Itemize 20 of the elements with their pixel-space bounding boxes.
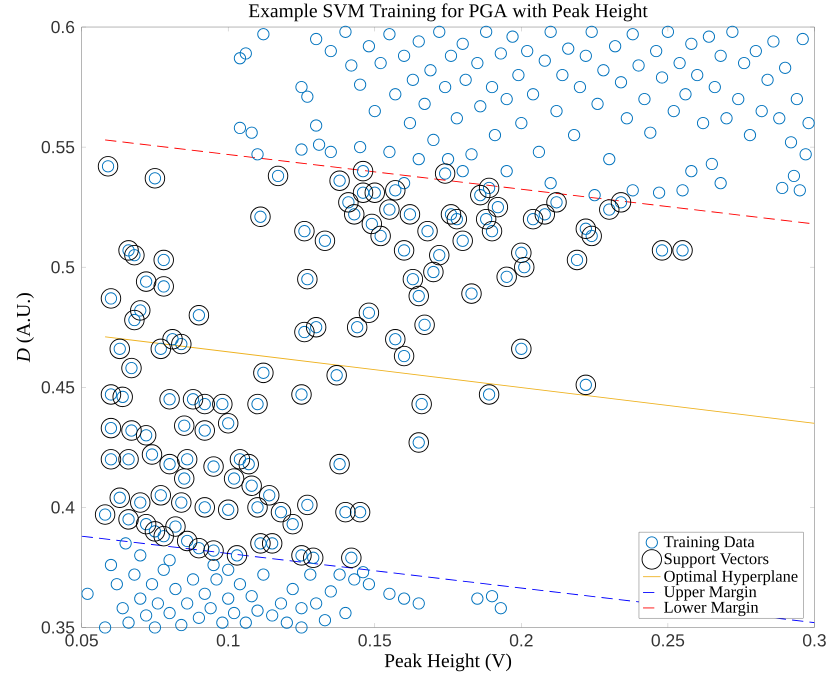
legend-label: Lower Margin <box>664 602 758 616</box>
y-axis-title: D (A.U.) <box>16 293 34 363</box>
y-tick-label: 0.55 <box>42 141 74 154</box>
x-tick-label: 0.3 <box>803 634 826 647</box>
chart-title: Example SVM Training for PGA with Peak Height <box>248 4 648 22</box>
y-tick-label: 0.4 <box>51 501 74 514</box>
legend-label: Optimal Hyperplane <box>664 570 798 586</box>
y-tick-label: 0.5 <box>51 261 74 274</box>
x-tick-label: 0.05 <box>65 634 98 647</box>
x-axis-title: Peak Height (V) <box>384 654 512 672</box>
x-tick-label: 0.2 <box>510 634 533 647</box>
y-tick-label: 0.35 <box>42 621 74 634</box>
x-tick-label: 0.25 <box>652 634 684 647</box>
legend-label: Training Data <box>664 536 754 551</box>
legend-label: Upper Margin <box>664 586 757 601</box>
y-tick-label: 0.6 <box>51 20 74 34</box>
x-tick-label: 0.1 <box>216 634 240 647</box>
legend-label: Support Vectors <box>664 553 768 568</box>
x-tick-label: 0.15 <box>358 634 392 647</box>
y-tick-label: 0.45 <box>42 381 74 394</box>
